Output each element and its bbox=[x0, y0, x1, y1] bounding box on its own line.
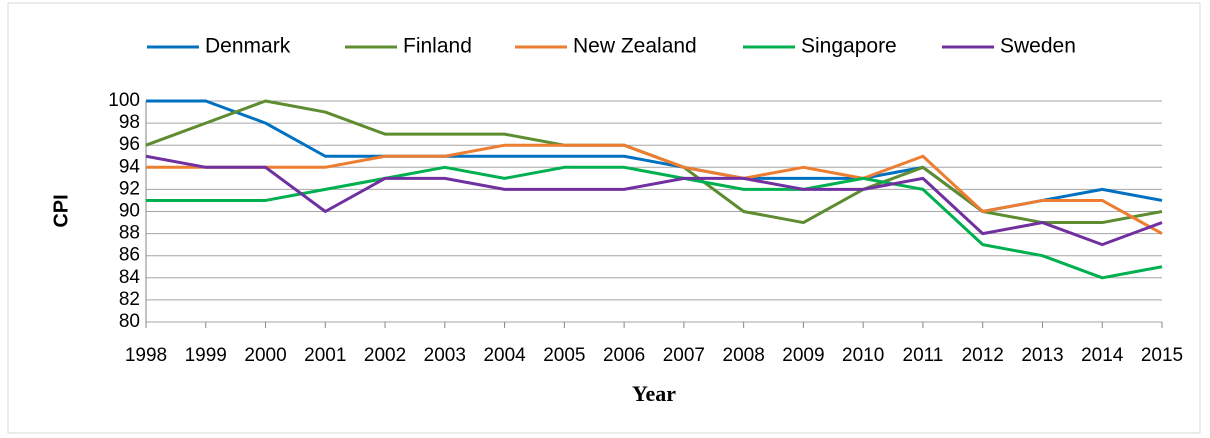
y-tick-label: 90 bbox=[119, 201, 140, 222]
x-axis-label: Year bbox=[632, 381, 676, 406]
x-tick-label: 2008 bbox=[723, 345, 765, 366]
x-tick-label: 2015 bbox=[1141, 345, 1183, 366]
x-tick-label: 1998 bbox=[125, 345, 167, 366]
series-line bbox=[146, 165, 1163, 280]
x-tick-label: 2011 bbox=[903, 345, 944, 366]
y-tick-label: 100 bbox=[108, 90, 140, 111]
x-tick-label: 2000 bbox=[244, 345, 286, 366]
legend-label: Denmark bbox=[205, 35, 291, 58]
x-tick-label: 2003 bbox=[424, 345, 466, 366]
y-tick-label: 86 bbox=[119, 245, 140, 266]
x-tick-label: 2014 bbox=[1081, 345, 1124, 366]
series-line bbox=[146, 143, 1163, 235]
x-tick-label: 2005 bbox=[543, 345, 585, 366]
series-line bbox=[145, 154, 1163, 247]
y-tick-label: 94 bbox=[119, 156, 141, 177]
legend-label: New Zealand bbox=[573, 35, 697, 58]
x-tick-label: 2012 bbox=[962, 345, 1004, 366]
y-tick-label: 80 bbox=[119, 311, 140, 332]
x-tick-label: 2006 bbox=[603, 345, 645, 366]
x-tick-label: 2009 bbox=[782, 345, 824, 366]
x-tick-label: 2004 bbox=[483, 345, 526, 366]
x-tick-label: 2002 bbox=[364, 345, 406, 366]
y-tick-label: 88 bbox=[119, 223, 140, 244]
chart-frame bbox=[7, 2, 1201, 434]
legend-label: Sweden bbox=[1000, 35, 1076, 58]
y-tick-label: 82 bbox=[119, 289, 140, 310]
y-tick-label: 96 bbox=[119, 134, 140, 155]
legend-label: Finland bbox=[403, 35, 472, 58]
x-tick-label: 2001 bbox=[304, 345, 346, 366]
y-tick-label: 98 bbox=[119, 112, 140, 133]
x-tick-label: 2010 bbox=[842, 345, 884, 366]
x-tick-label: 2007 bbox=[663, 345, 705, 366]
x-tick-label: 2013 bbox=[1021, 345, 1063, 366]
y-tick-label: 84 bbox=[119, 267, 141, 288]
y-axis-label: CPI bbox=[50, 194, 72, 227]
x-tick-label: 1999 bbox=[185, 345, 227, 366]
y-tick-label: 92 bbox=[119, 178, 140, 199]
legend-label: Singapore bbox=[801, 35, 897, 58]
